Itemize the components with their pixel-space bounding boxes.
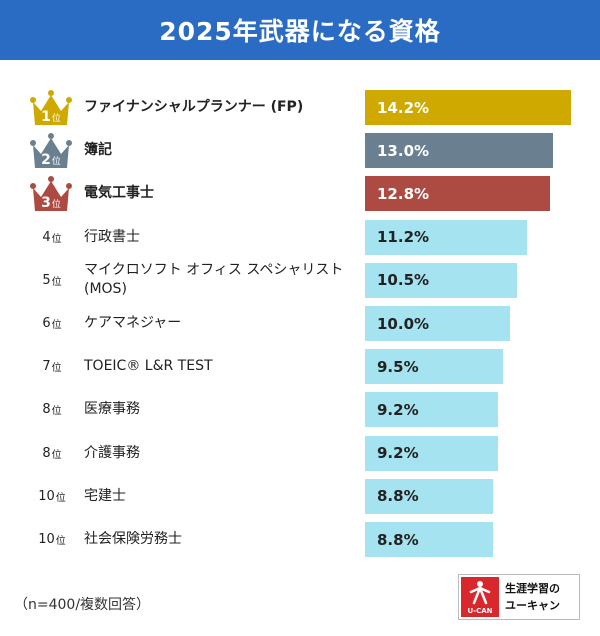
chart-title: 2025年武器になる資格: [159, 17, 441, 46]
sample-note: （n=400/複数回答）: [14, 597, 151, 613]
value-label: 11.2%: [377, 228, 430, 247]
chart-row: 8 位 介護事務 9.2%: [0, 432, 600, 475]
category-label: 宅建士: [84, 487, 126, 504]
chart-row: 2 位 簿記 13.0%: [0, 129, 600, 172]
category-label: 簿記: [84, 142, 112, 159]
crown-icon: [30, 90, 72, 125]
bar: 11.2%: [365, 219, 527, 255]
value-label: 8.8%: [377, 530, 419, 549]
value-label: 8.8%: [377, 487, 419, 506]
bar: 8.8%: [365, 522, 493, 557]
value-label: 10.0%: [377, 314, 430, 333]
ucan-logo: U-CAN 生涯学習の ユーキャン: [458, 574, 580, 620]
chart-row: 3 位 電気工事士 12.8%: [0, 172, 600, 215]
category-label: 行政書士: [84, 228, 140, 245]
category-label: TOEIC® L&R TEST: [84, 358, 213, 375]
bar: 9.2%: [365, 435, 498, 471]
crown-icon: [30, 133, 72, 169]
value-label: 13.0%: [377, 141, 430, 160]
chart-row: 4 位 行政書士 11.2%: [0, 216, 600, 259]
crown-icon: [30, 176, 72, 212]
bar: 10.5%: [365, 262, 517, 298]
chart-row: 10 位 宅建士 8.8%: [0, 475, 600, 518]
ucan-figure-icon: [469, 581, 491, 605]
bar: 10.0%: [365, 306, 510, 341]
bar: 9.2%: [365, 392, 498, 428]
bar: 13.0%: [365, 133, 553, 169]
title-banner: 2025年武器になる資格: [0, 0, 600, 60]
bar: 12.8%: [365, 176, 550, 212]
category-label: 電気工事士: [84, 185, 154, 202]
value-label: 10.5%: [377, 271, 430, 290]
bar: 8.8%: [365, 478, 493, 514]
chart-row: 10 位 社会保険労務士 8.8%: [0, 518, 600, 561]
value-label: 12.8%: [377, 184, 430, 203]
ucan-logo-text: 生涯学習の ユーキャン: [505, 580, 577, 614]
value-label: 14.2%: [377, 98, 430, 117]
value-label: 9.5%: [377, 357, 419, 376]
ucan-mark-text: U-CAN: [467, 607, 493, 615]
category-label: 介護事務: [84, 444, 140, 461]
ucan-logo-line2: ユーキャン: [505, 599, 560, 612]
chart-row: 5 位 マイクロソフト オフィス スペシャリスト (MOS) 10.5%: [0, 259, 600, 302]
category-label: ケアマネジャー: [84, 315, 182, 331]
ucan-logo-line1: 生涯学習の: [505, 582, 560, 595]
category-label: マイクロソフト オフィス スペシャリスト (MOS): [84, 262, 344, 298]
category-label: 医療事務: [84, 401, 140, 418]
rank-label: 10 位: [38, 488, 66, 504]
category-label: 社会保険労務士: [84, 531, 182, 547]
value-label: 9.2%: [377, 400, 419, 419]
chart-row: 1 位 ファイナンシャルプランナー (FP) 14.2%: [0, 86, 600, 129]
value-label: 9.2%: [377, 444, 419, 463]
bar: 14.2%: [365, 90, 571, 125]
rank-label: 10 位: [38, 532, 66, 547]
ucan-logo-mark: U-CAN: [461, 577, 499, 617]
category-label: ファイナンシャルプランナー (FP): [84, 99, 304, 115]
bar: 9.5%: [365, 349, 503, 385]
chart-row: 8 位 医療事務 9.2%: [0, 388, 600, 431]
chart-row: 6 位 ケアマネジャー 10.0%: [0, 302, 600, 345]
chart-row: 7 位 TOEIC® L&R TEST 9.5%: [0, 345, 600, 388]
